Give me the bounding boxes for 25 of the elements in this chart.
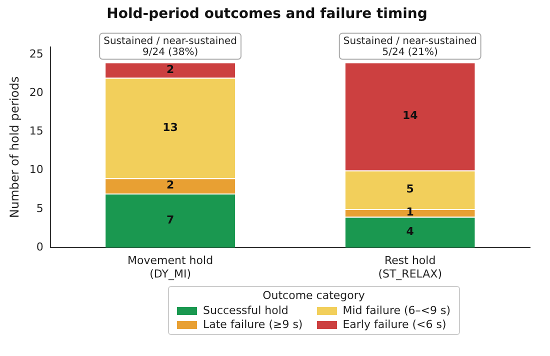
data-label: 4	[406, 225, 414, 238]
legend-title: Outcome category	[262, 289, 366, 302]
annotation: Sustained / near-sustained 5/24 (21%)	[343, 36, 477, 58]
data-label: 13	[162, 120, 178, 134]
y-tick-label: 25	[29, 47, 44, 60]
y-tick-label: 5	[36, 202, 44, 215]
data-label: 1	[406, 206, 414, 219]
y-tick-label: 15	[29, 124, 44, 138]
y-tick-label: 20	[29, 86, 44, 99]
legend-label: Successful hold	[203, 304, 288, 317]
data-label: 2	[166, 62, 174, 76]
y-tick-label: 10	[29, 163, 44, 176]
legend-label: Early failure (<6 s)	[342, 318, 446, 331]
data-label: 7	[166, 213, 174, 226]
legend-label: Late failure (≥9 s)	[203, 318, 303, 331]
chart-title: Hold-period outcomes and failure timing	[106, 6, 428, 22]
legend-label: Mid failure (6–<9 s)	[342, 304, 451, 317]
x-tick-label: Movement hold (DY_MI)	[128, 254, 214, 280]
data-label: 2	[166, 178, 174, 192]
y-axis-title: Number of hold periods	[7, 76, 22, 218]
data-label: 5	[406, 182, 414, 196]
annotation: Sustained / near-sustained 9/24 (38%)	[104, 36, 238, 58]
data-label: 14	[402, 109, 418, 122]
y-tick-label: 0	[36, 240, 44, 254]
x-tick-label: Rest hold (ST_RELAX)	[378, 254, 442, 280]
